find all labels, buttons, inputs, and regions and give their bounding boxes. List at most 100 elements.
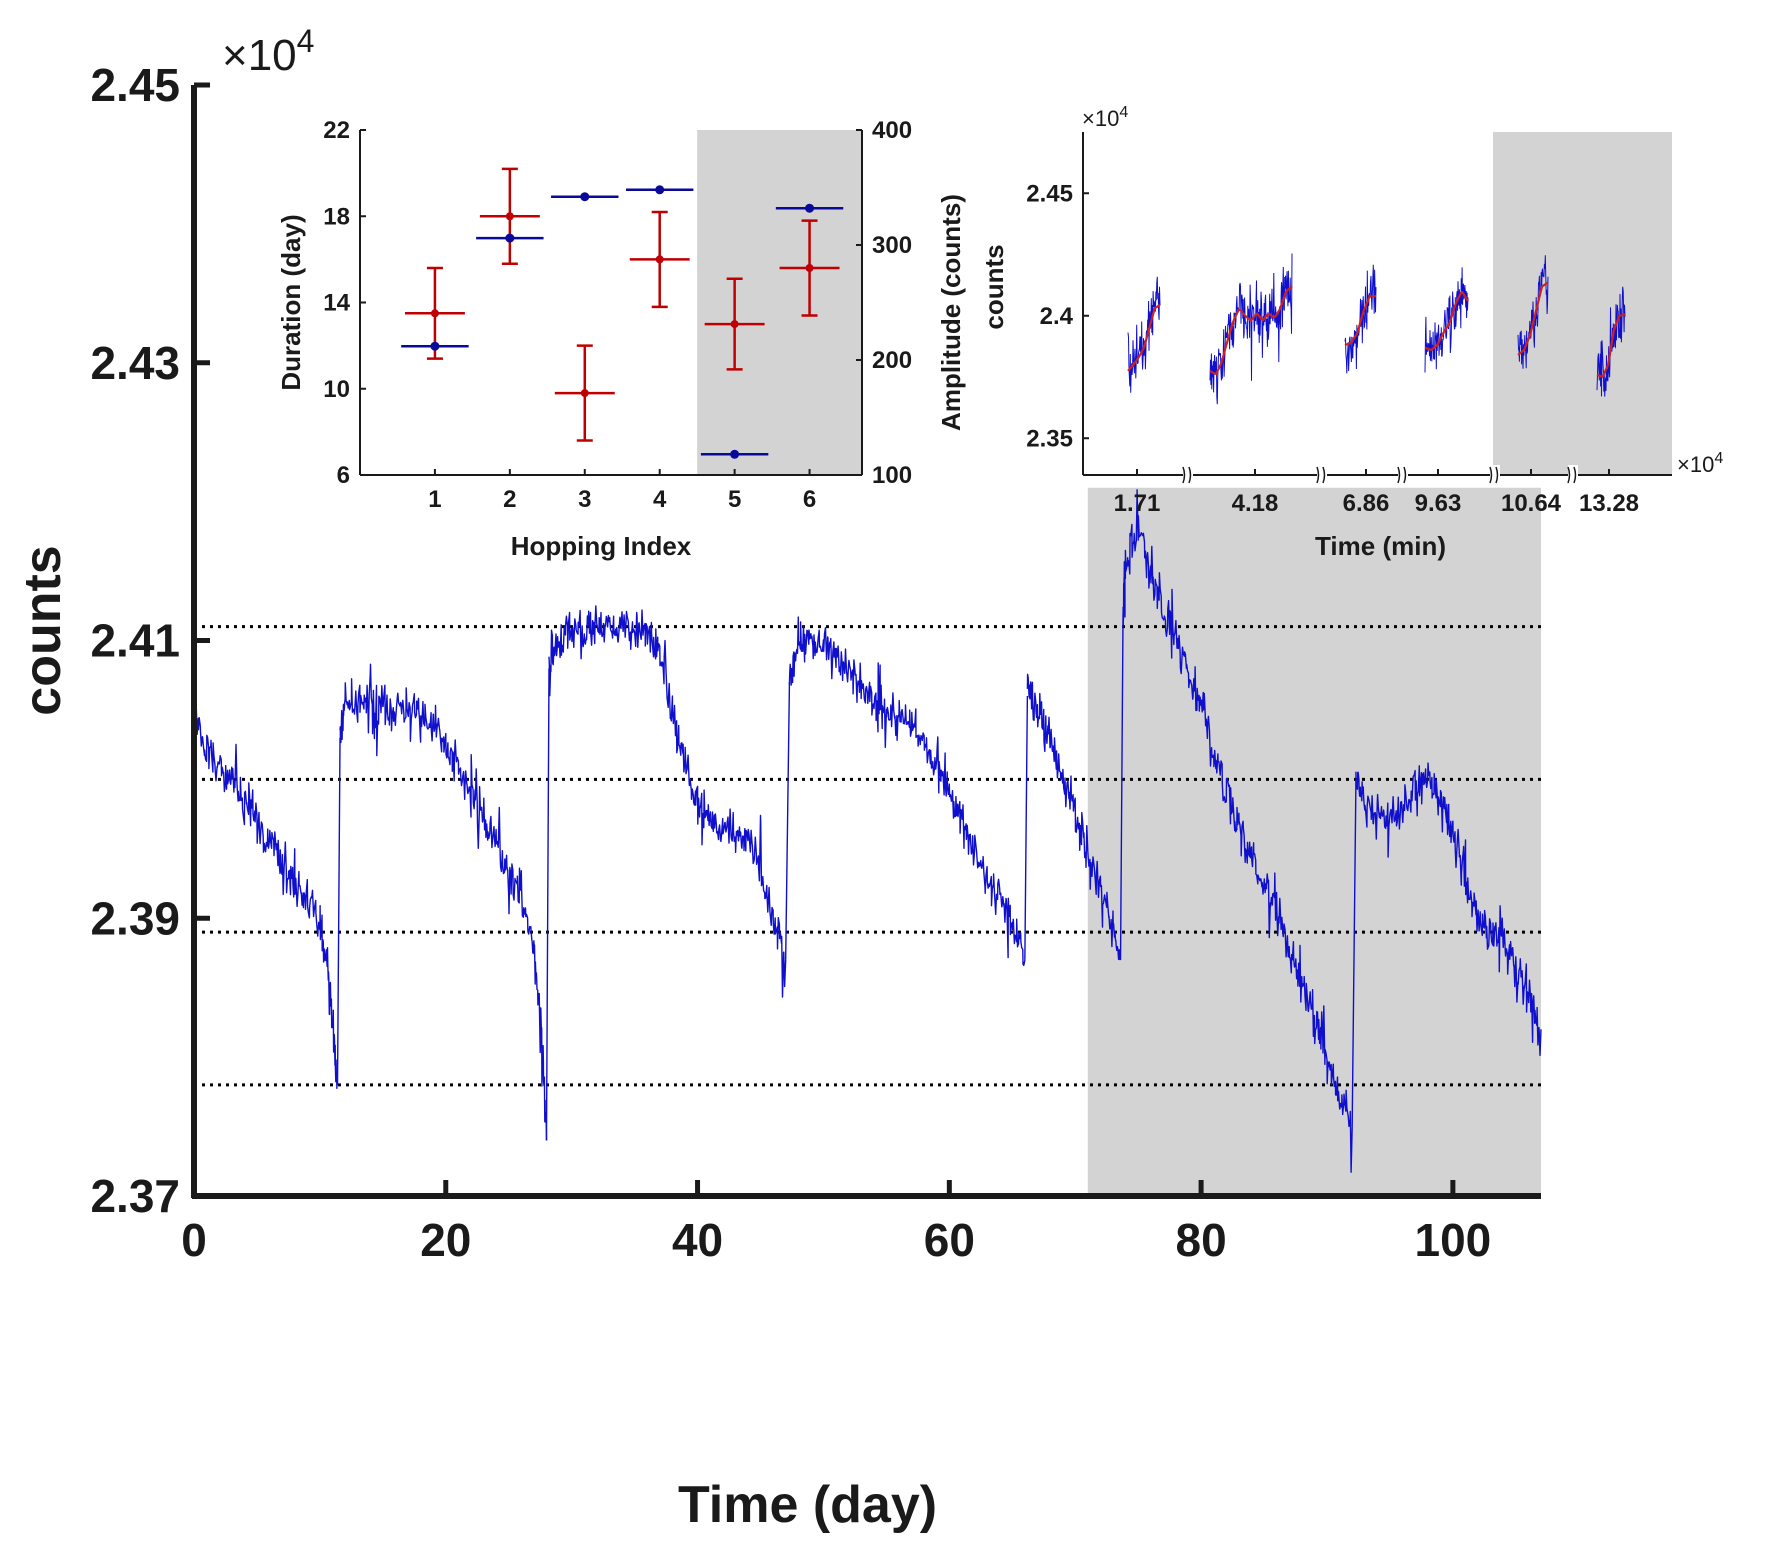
axis-break-gap	[1317, 465, 1327, 485]
inset-time-series	[1127, 253, 1626, 405]
inset-hopping-x-axis-label: Hopping Index	[511, 531, 692, 561]
main-reference-lines	[194, 625, 1541, 1087]
amplitude-point-1	[401, 341, 469, 351]
duration-marker	[430, 309, 439, 318]
main-y-axis-label: counts	[14, 545, 72, 715]
main-x-tick-label: 0	[181, 1214, 207, 1266]
main-series-jump-1	[336, 737, 341, 1085]
main-series	[193, 489, 1542, 1173]
inset-time-chart: 1.71 4.18 6.86 9.63 10.64 13.28 2.35 2.4 2.45 Ti…	[979, 104, 1723, 561]
inset-hopping-tick-labels: 1 2 3 4 5 6 6 10 14 18 22 100 200 300 400	[323, 117, 912, 513]
inset-time-shaded-region	[1493, 132, 1672, 475]
inset-time-x-multiplier-exponent: 4	[1714, 450, 1723, 467]
main-series-segment-5	[1026, 673, 1121, 961]
inset-time-axes	[1082, 132, 1672, 485]
duration-marker	[655, 255, 664, 264]
inset-hopping-x-tick-label: 4	[653, 486, 667, 513]
inset-time-x-multiplier-base: ×10	[1677, 452, 1714, 477]
main-y-multiplier-exponent: 4	[297, 23, 315, 59]
axis-break-gap	[1490, 465, 1500, 485]
main-series-segment-3	[548, 605, 787, 998]
main-series-jump-5	[1119, 612, 1124, 960]
inset-time-axis-break-4	[1489, 465, 1500, 485]
inset-time-axis-break-2	[1316, 465, 1327, 485]
inset-time-segment-3	[1344, 264, 1377, 374]
inset-hopping-y-tick-label: 18	[323, 203, 350, 230]
duration-point-2	[479, 167, 540, 265]
inset-hopping-y-tick-label: 14	[323, 290, 350, 317]
duration-marker	[805, 264, 814, 272]
inset-hopping-x-tick-label: 5	[728, 486, 741, 513]
main-series-segment-4	[788, 616, 1026, 967]
inset-time-smooth-1	[1127, 303, 1161, 372]
duration-marker	[505, 212, 514, 221]
inset-hopping-y-right-axis-label: Amplitude (counts)	[936, 194, 966, 431]
inset-hopping-y-right-tick-label: 300	[872, 232, 912, 259]
amplitude-marker	[730, 449, 740, 459]
inset-hopping-x-tick-label: 1	[428, 486, 441, 513]
main-x-tick-label: 80	[1176, 1214, 1227, 1266]
inset-time-y-axis-label: counts	[979, 244, 1009, 329]
amplitude-marker	[580, 192, 590, 202]
axis-break-gap	[1183, 465, 1193, 485]
inset-hopping-y-right-tick-label: 100	[872, 462, 912, 489]
inset-time-x-tick-label: 6.86	[1343, 490, 1390, 517]
inset-hopping-axes	[359, 129, 863, 476]
main-y-tick-label: 2.39	[90, 892, 180, 944]
inset-time-smooth-4	[1424, 290, 1469, 351]
axis-break-stroke-right	[1403, 466, 1407, 484]
main-y-tick-label: 2.37	[90, 1170, 180, 1222]
main-x-tick-label: 60	[924, 1214, 975, 1266]
inset-hopping-y-tick-label: 22	[323, 117, 350, 144]
main-x-tick-label: 40	[672, 1214, 723, 1266]
amplitude-point-6	[775, 203, 844, 213]
axis-break-gap	[1568, 465, 1578, 485]
inset-time-smooth-5	[1517, 281, 1549, 356]
axis-break-stroke-right	[1322, 466, 1326, 484]
amplitude-marker	[805, 203, 815, 213]
inset-time-x-tick-label: 4.18	[1232, 490, 1279, 517]
inset-time-axis-break-3	[1397, 465, 1408, 485]
inset-hopping-shaded-region	[697, 130, 862, 475]
main-y-tick-label: 2.45	[90, 59, 180, 111]
inset-time-x-tick-label: 13.28	[1579, 490, 1639, 517]
amplitude-point-3	[551, 192, 619, 202]
axis-break-stroke-right	[1495, 466, 1499, 484]
inset-hopping-y-right-tick-label: 200	[872, 347, 912, 374]
inset-time-segment-5	[1517, 255, 1549, 369]
axis-break-stroke-right	[1573, 466, 1577, 484]
duration-marker	[730, 320, 739, 329]
inset-time-y-multiplier: ×104	[1082, 104, 1128, 131]
duration-point-3	[554, 344, 615, 442]
main-x-tick-label: 20	[420, 1214, 471, 1266]
main-series-jump-3	[784, 682, 791, 960]
axis-break-stroke-left	[1397, 466, 1401, 484]
main-series-segment-7	[1355, 762, 1542, 1056]
axis-break-stroke-left	[1182, 466, 1186, 484]
inset-hopping-y-tick-label: 10	[323, 376, 350, 403]
main-series-segment-1	[193, 695, 339, 1089]
inset-hopping-y-axis-label: Duration (day)	[276, 214, 306, 390]
inset-time-tick-labels: 1.71 4.18 6.86 9.63 10.64 13.28 2.35 2.4 2.45	[1026, 180, 1639, 517]
main-x-axis-label: Time (day)	[678, 1476, 937, 1534]
inset-time-y-tick-label: 2.4	[1040, 303, 1074, 330]
inset-time-segment-1	[1127, 276, 1161, 393]
amplitude-point-5	[700, 449, 769, 459]
amplitude-marker	[505, 233, 515, 243]
inset-time-y-tick-label: 2.35	[1026, 425, 1073, 452]
inset-time-smooth-2	[1209, 285, 1293, 376]
inset-hopping-y-tick-label: 6	[337, 462, 350, 489]
inset-hopping-marks	[401, 167, 844, 459]
inset-time-x-axis-label: Time (min)	[1315, 531, 1446, 561]
duration-point-6	[779, 219, 840, 317]
inset-hopping-y-right-tick-label: 400	[872, 117, 912, 144]
main-x-tick-label: 100	[1415, 1214, 1492, 1266]
main-axes	[191, 82, 1541, 1199]
inset-time-smooth-6	[1596, 313, 1626, 379]
inset-time-axis-break-5	[1567, 465, 1578, 485]
main-y-tick-label: 2.41	[90, 615, 180, 667]
